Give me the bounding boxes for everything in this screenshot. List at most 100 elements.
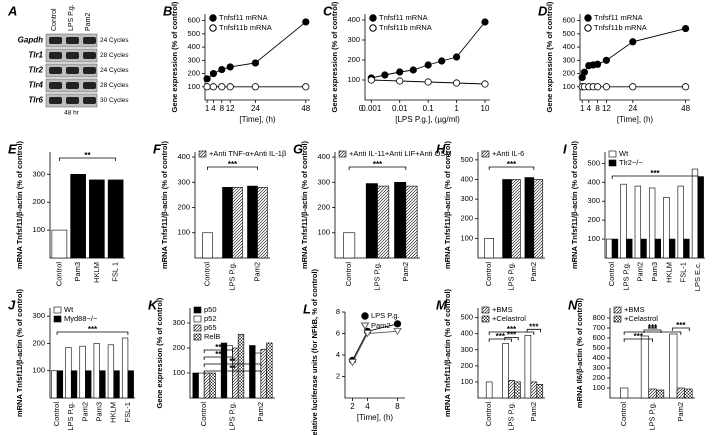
y-tick-label: 200	[187, 69, 200, 78]
x-tick-label: LPS P.g.	[227, 262, 236, 291]
bar	[89, 179, 105, 259]
significance-label: ***	[373, 160, 383, 169]
y-tick-label: 400	[460, 174, 473, 183]
x-tick-label: Pam3	[650, 262, 659, 282]
gel-band	[66, 97, 79, 104]
significance-label: **	[229, 357, 236, 366]
marker	[409, 66, 417, 74]
legend-swatch	[608, 150, 617, 158]
bar	[65, 347, 72, 399]
x-tick-label: LPS P.g.	[647, 402, 656, 431]
bar	[209, 372, 216, 399]
y-tick-label: 400	[317, 152, 330, 161]
y-tick-label: 100	[177, 228, 190, 237]
axis-line	[194, 152, 270, 259]
x-tick-label: Pam2	[252, 262, 261, 282]
significance-bracket	[643, 329, 662, 333]
y-tick-label: 300	[32, 311, 45, 320]
bar	[536, 384, 544, 399]
gel-band	[49, 52, 62, 59]
bar	[99, 370, 106, 399]
x-tick-label: 1	[580, 104, 585, 113]
y-tick-label: 400	[347, 15, 360, 24]
bar	[524, 177, 535, 259]
marker	[226, 83, 234, 91]
bar	[508, 380, 515, 399]
bar	[237, 333, 245, 399]
x-tick-label: Pam3	[73, 262, 82, 282]
x-tick-label: Pam2	[636, 262, 645, 282]
y-tick-label: 100	[172, 368, 185, 377]
bar	[640, 238, 647, 259]
marker	[203, 83, 211, 91]
panel-label: B	[163, 3, 172, 18]
gel-band	[66, 82, 79, 89]
axis-line	[477, 152, 545, 259]
bar	[70, 174, 86, 259]
marker	[209, 69, 217, 78]
legend-swatch	[53, 315, 62, 323]
axis-line	[49, 308, 135, 399]
bar	[514, 381, 521, 399]
gene-label: Gapdh	[18, 36, 43, 45]
axis-line	[477, 308, 545, 399]
marker	[363, 330, 372, 338]
bar	[511, 179, 521, 259]
y-tick-label: 400	[177, 152, 190, 161]
bar	[377, 185, 390, 259]
gene-label: Tlr2	[28, 66, 43, 75]
x-tick-label: 2	[350, 402, 355, 411]
legend-marker	[584, 14, 592, 22]
legend-marker	[369, 14, 377, 22]
panel-label: M	[436, 297, 448, 312]
marker	[481, 18, 489, 26]
bar	[79, 345, 86, 399]
legend-label: Pam2	[371, 321, 391, 330]
significance-label: ***	[507, 330, 517, 339]
y-tick-label: 100	[317, 228, 330, 237]
significance-label: ***	[228, 160, 238, 169]
y-tick-label: 600	[592, 333, 605, 342]
bar	[634, 185, 642, 259]
y-axis-label: mRNA Il6/β-actin (% of control)	[575, 297, 584, 408]
y-axis-label: Gene expression (% of control)	[170, 1, 179, 112]
x-axis-label: [Time], (h)	[239, 115, 275, 124]
legend-label: Tnfsf11 mRNA	[594, 13, 643, 22]
bar	[113, 370, 120, 399]
y-tick-label: 200	[32, 197, 45, 206]
significance-bracket	[203, 349, 233, 353]
marker	[251, 83, 259, 91]
marker	[602, 56, 611, 64]
panel-label: N	[568, 297, 578, 312]
y-axis-label: Gene expression (% of control)	[330, 1, 339, 112]
marker	[396, 68, 404, 76]
y-tick-label: 400	[587, 177, 600, 186]
significance-label: ***	[507, 325, 517, 334]
x-tick-label: 12	[602, 104, 611, 113]
y-tick-label: 600	[562, 16, 575, 25]
y-tick-label: 400	[460, 329, 473, 338]
bar	[198, 372, 205, 399]
significance-bracket	[623, 338, 653, 342]
bar	[405, 185, 418, 259]
y-tick-label: 100	[587, 234, 600, 243]
y-tick-label: 100	[32, 225, 45, 234]
cycles-label: 24 Cycles	[100, 37, 129, 44]
x-axis-label: [Time], (h)	[617, 115, 653, 124]
legend-label: Myd88−/−	[64, 314, 98, 323]
y-tick-label: 200	[460, 214, 473, 223]
y-tick-label: 100	[592, 383, 605, 392]
legend-label: RelB	[204, 332, 220, 341]
y-tick-label: 300	[177, 177, 190, 186]
x-tick-label: Control	[607, 262, 616, 287]
y-tick-label: 300	[460, 345, 473, 354]
cycles-label: 30 Cycles	[100, 97, 129, 104]
marker	[629, 38, 637, 46]
marker	[452, 79, 461, 87]
marker	[218, 83, 226, 91]
gene-label: Tlr6	[28, 96, 43, 105]
bar	[51, 370, 58, 399]
significance-label: ***	[507, 160, 517, 169]
legend-swatch	[608, 159, 617, 167]
significance-label: ***	[648, 323, 658, 332]
